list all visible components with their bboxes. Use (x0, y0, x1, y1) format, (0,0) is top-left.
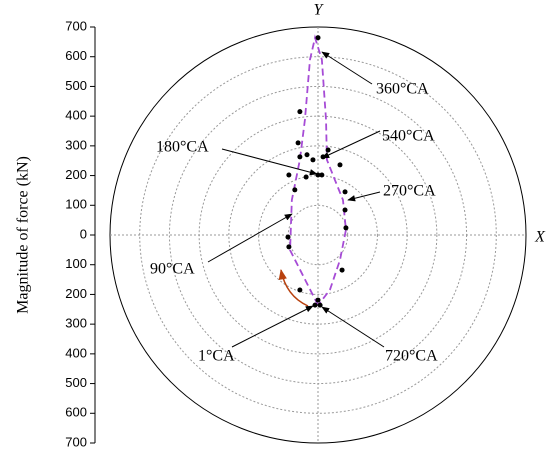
point (319, 172, 325, 178)
y-tick-label: 200 (65, 167, 87, 182)
point (339, 267, 345, 273)
annotation-arrow (321, 51, 373, 85)
point (342, 207, 348, 213)
point (343, 225, 349, 231)
point (315, 35, 321, 41)
y-tick-label: 0 (80, 226, 87, 241)
annotation: 360°CA (376, 81, 429, 98)
annotation: 270°CA (383, 183, 436, 200)
annotation-arrow (231, 305, 314, 348)
point (312, 302, 318, 308)
rotation-arrow (278, 268, 309, 307)
annotation-arrow (221, 148, 318, 176)
point (304, 152, 310, 158)
y-tick-label: 100 (65, 256, 87, 271)
y-tick-label: 100 (65, 197, 87, 212)
y-tick-label: 200 (65, 286, 87, 301)
grid-circle (258, 175, 378, 295)
point (325, 147, 331, 153)
point (337, 162, 343, 168)
x-axis-name: X (534, 229, 546, 246)
annotation: 180°CA (156, 139, 209, 156)
y-tick-label: 400 (65, 108, 87, 123)
point (315, 297, 321, 303)
y-tick-label: 500 (65, 78, 87, 93)
annotation: 720°CA (385, 348, 438, 365)
annotation-arrow (347, 191, 381, 202)
point (342, 189, 348, 195)
y-tick-label: 400 (65, 345, 87, 360)
annotation: 1°CA (198, 348, 235, 365)
point (303, 174, 309, 180)
y-tick-label: 700 (65, 434, 87, 449)
point (285, 234, 291, 240)
point (286, 172, 292, 178)
grid-circle (139, 56, 497, 414)
point (310, 157, 316, 163)
annotation-arrow (321, 306, 385, 348)
annotation-arrow (207, 213, 293, 263)
point (297, 109, 303, 115)
point (286, 244, 292, 250)
trajectory (289, 34, 347, 306)
y-axis-title: Magnitude of force (kN) (15, 156, 32, 314)
point (317, 302, 323, 308)
y-tick-label: 300 (65, 316, 87, 331)
point (297, 154, 303, 160)
y-tick-label: 500 (65, 375, 87, 390)
y-tick-label: 600 (65, 48, 87, 63)
point (297, 287, 303, 293)
annotation: 90°CA (150, 261, 195, 278)
point (292, 187, 298, 193)
y-tick-label: 600 (65, 405, 87, 420)
annotation-arrow (321, 130, 381, 159)
y-tick-label: 300 (65, 137, 87, 152)
y-axis-name: Y (314, 2, 325, 19)
point (295, 140, 301, 146)
annotation: 540°CA (382, 128, 435, 145)
y-tick-label: 700 (65, 18, 87, 33)
